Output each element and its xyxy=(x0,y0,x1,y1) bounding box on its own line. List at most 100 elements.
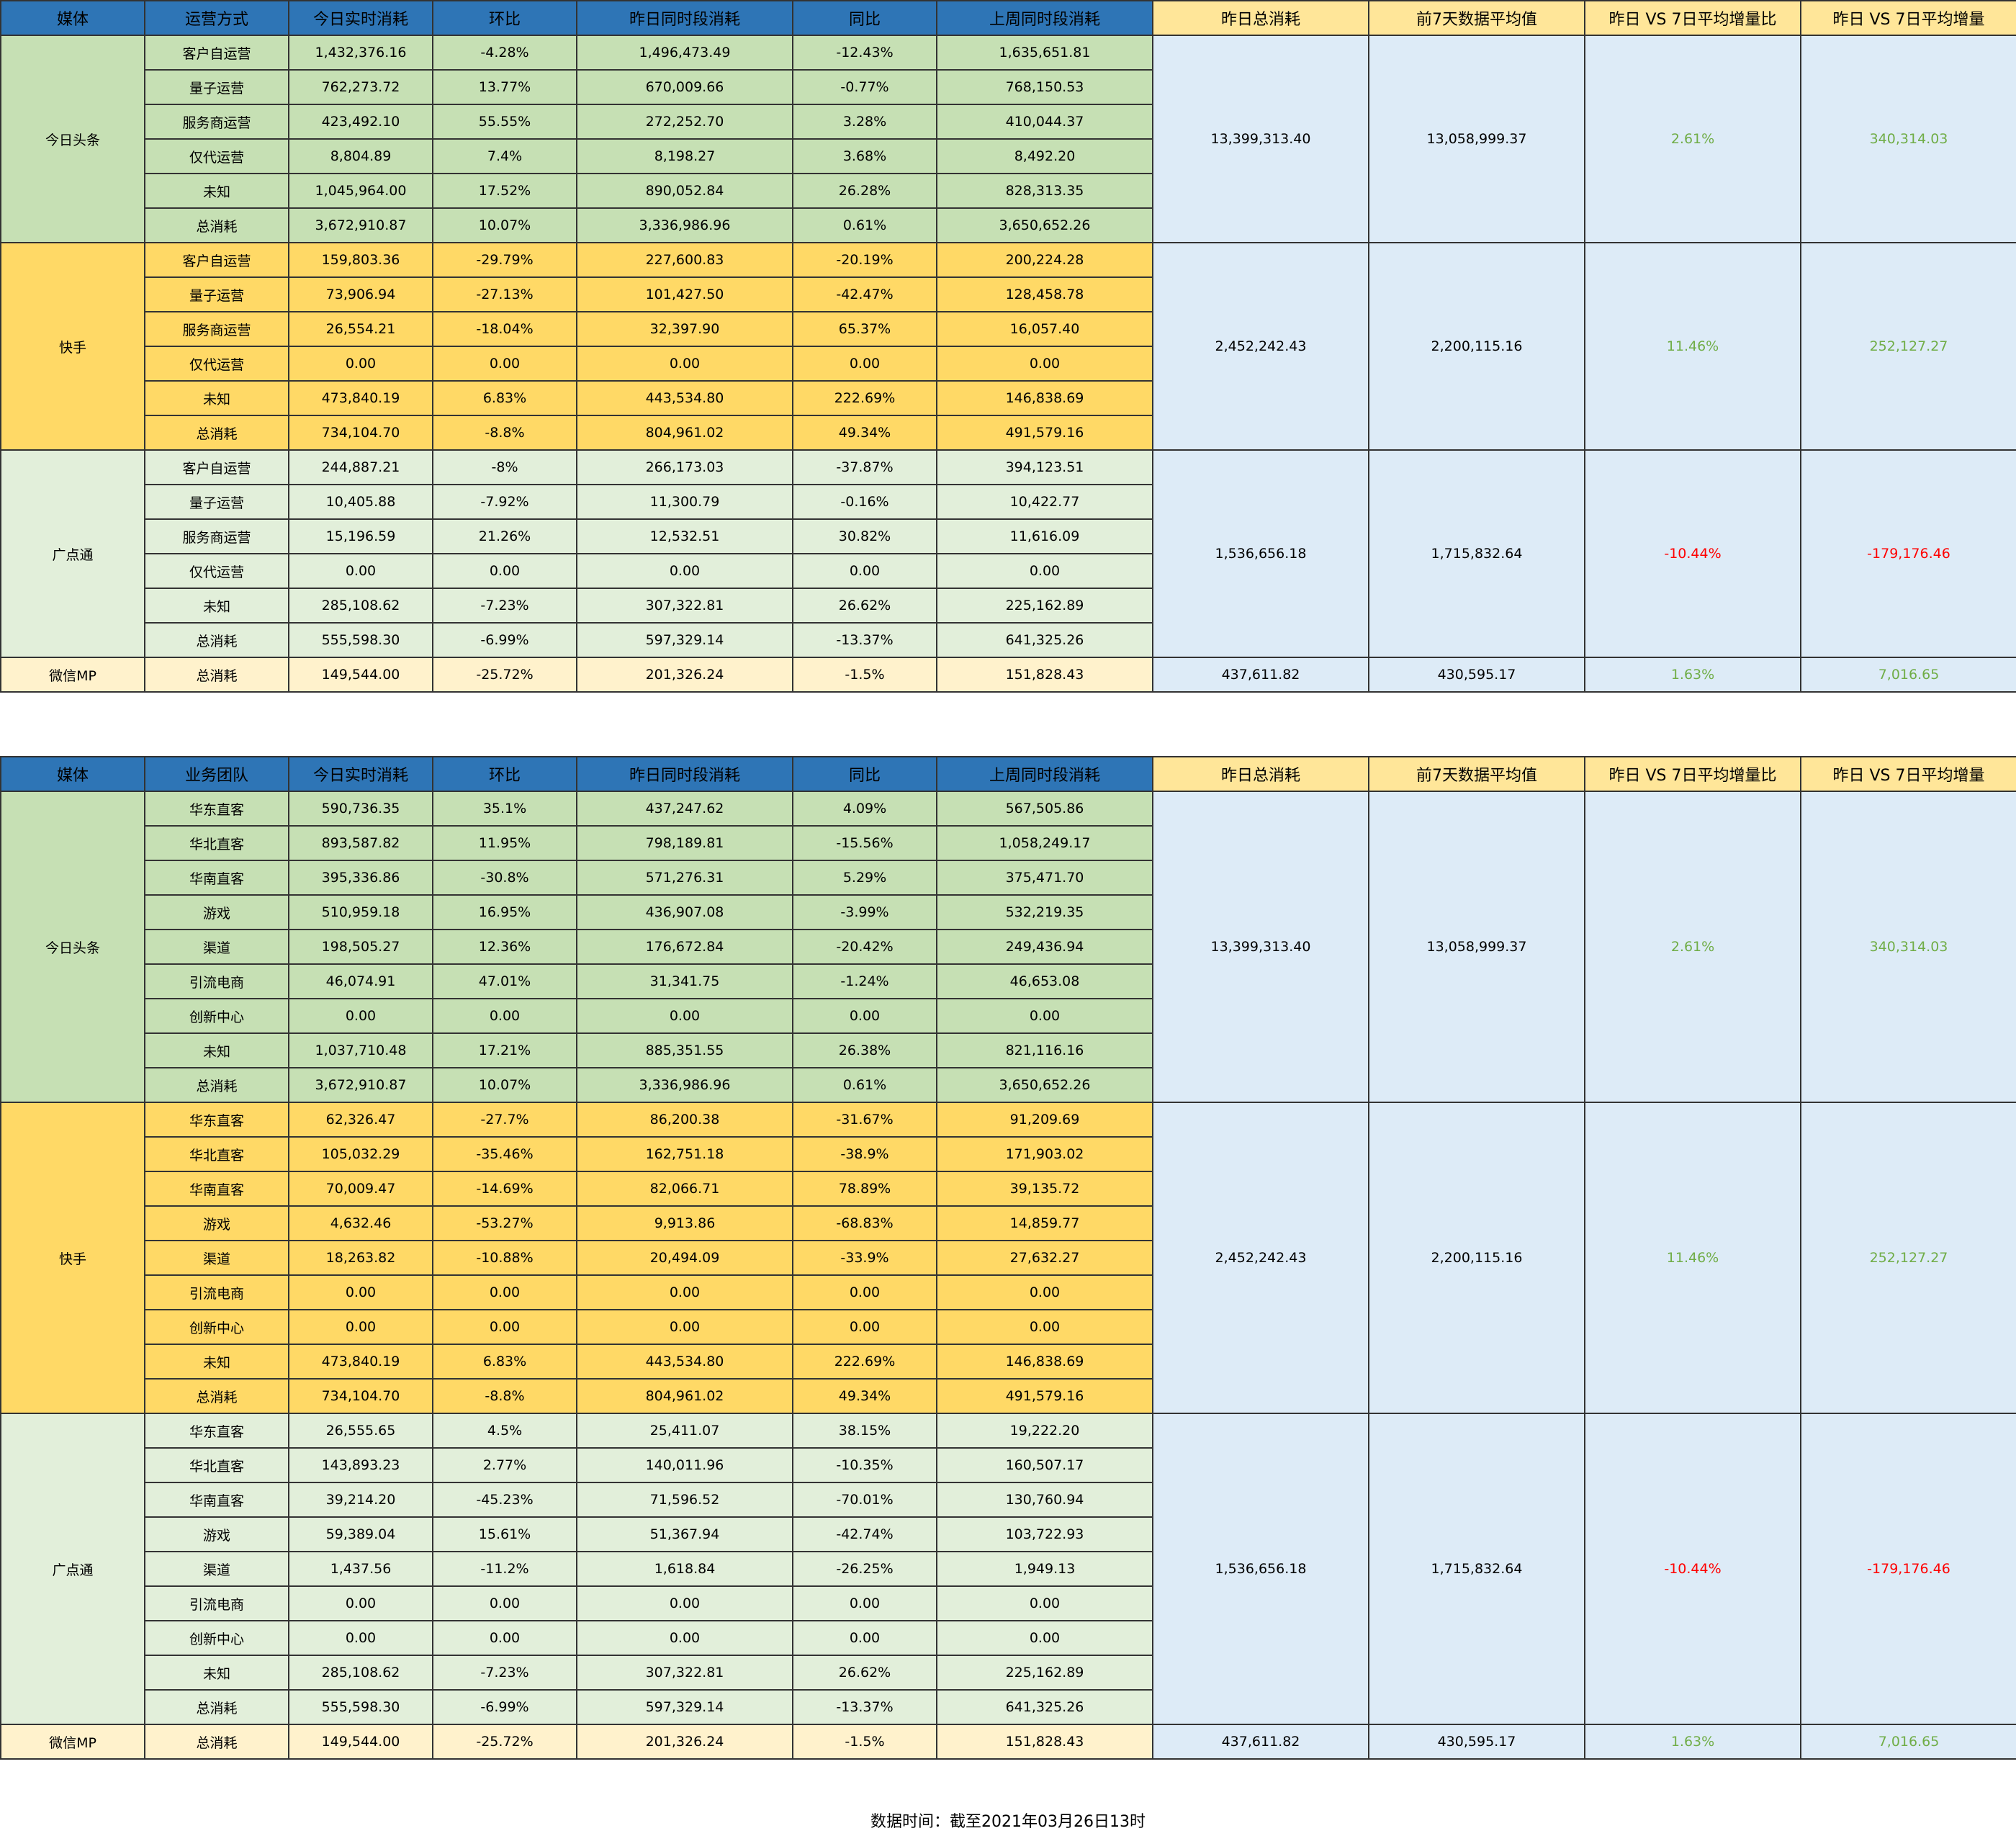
yesterday-same-period: 0.00 xyxy=(576,1274,793,1310)
mom-change: 7.4% xyxy=(432,138,577,174)
yesterday-same-period: 307,322.81 xyxy=(576,588,793,624)
last-week-same-period: 151,828.43 xyxy=(936,657,1153,693)
table-row: 服务商运营 15,196.59 21.26% 12,532.51 30.82% 11,61… xyxy=(1,518,2016,554)
table-row: 仅代运营 0.00 0.00 0.00 0.00 0.00 xyxy=(1,346,2016,382)
today-spend: 15,196.59 xyxy=(288,518,433,554)
sub-label: 量子运营 xyxy=(144,69,289,105)
mom-change: 0.00 xyxy=(432,1309,577,1345)
table-row: 总消耗 555,598.30 -6.99% 597,329.14 -13.37% 641,… xyxy=(1,1689,2016,1725)
table-row: 广点通 华东直客 26,555.65 4.5% 25,411.07 38.15% 19,22… xyxy=(0,1413,2016,1725)
mom-change: -8.8% xyxy=(432,415,577,451)
yoy-change: -10.35% xyxy=(792,1447,937,1483)
sub-label: 未知 xyxy=(144,380,289,416)
mom-header: 环比 xyxy=(432,756,577,792)
sub-label: 引流电商 xyxy=(144,963,289,999)
yoy-change: -31.67% xyxy=(792,1102,937,1138)
today-spend: 3,672,910.87 xyxy=(288,1067,433,1103)
yesterday-same-period: 8,198.27 xyxy=(576,138,793,174)
sub-label: 客户自运营 xyxy=(144,242,289,278)
mom-header: 环比 xyxy=(432,0,577,36)
table-row: 服务商运营 423,492.10 55.55% 272,252.70 3.28% 410,… xyxy=(1,104,2016,140)
today-spend: 3,672,910.87 xyxy=(288,207,433,243)
vs-average-delta: 7,016.65 xyxy=(1800,1724,2016,1760)
mom-change: 4.5% xyxy=(432,1413,577,1449)
seven-day-average: 1,715,832.64 xyxy=(1368,1413,1585,1725)
sub-label: 游戏 xyxy=(144,894,289,930)
today-spend: 8,804.89 xyxy=(288,138,433,174)
mom-change: 0.00 xyxy=(432,998,577,1034)
yesterday-same-period: 201,326.24 xyxy=(576,1724,793,1760)
yoy-change: 0.00 xyxy=(792,1274,937,1310)
yesterday-same-period: 804,961.02 xyxy=(576,1378,793,1414)
yoy-change: -3.99% xyxy=(792,894,937,930)
mom-change: 12.36% xyxy=(432,929,577,965)
last-week-same-period: 160,507.17 xyxy=(936,1447,1153,1483)
table-row: 今日头条 客户自运营 1,432,376.16 -4.28% 1,496,473.49-… xyxy=(0,35,2016,243)
today-spend: 62,326.47 xyxy=(288,1102,433,1138)
yesterday-same-period: 101,427.50 xyxy=(576,276,793,312)
sub-label: 华北直客 xyxy=(144,825,289,861)
yesterday-same-period-header: 昨日同时段消耗 xyxy=(576,0,793,36)
table-header: 媒体 业务团队 今日实时消耗 环比 昨日同时段消耗 同比 上周同时段消耗 昨日总消耗 前7天数据… xyxy=(0,756,2016,792)
table-row: 华南直客 395,336.86 -30.8% 571,276.31 5.29% 375,4… xyxy=(1,860,2016,896)
vs-average-delta-header: 昨日 VS 7日平均增量 xyxy=(1800,756,2016,792)
yesterday-same-period: 51,367.94 xyxy=(576,1516,793,1552)
yesterday-same-period: 176,672.84 xyxy=(576,929,793,965)
last-week-same-period: 146,838.69 xyxy=(936,1344,1153,1380)
sub-label: 华东直客 xyxy=(144,1413,289,1449)
vs-average-ratio: 1.63% xyxy=(1584,657,1801,693)
yesterday-same-period: 597,329.14 xyxy=(576,1689,793,1725)
last-week-same-period: 0.00 xyxy=(936,1309,1153,1345)
yesterday-same-period: 3,336,986.96 xyxy=(576,1067,793,1103)
yesterday-same-period: 437,247.62 xyxy=(576,791,793,827)
vs-average-ratio: 11.46% xyxy=(1584,242,1801,451)
media-cell: 广点通 xyxy=(0,1413,145,1725)
last-week-same-period: 27,632.27 xyxy=(936,1240,1153,1276)
mom-change: 55.55% xyxy=(432,104,577,140)
yoy-change: 49.34% xyxy=(792,415,937,451)
sub-label: 华北直客 xyxy=(144,1447,289,1483)
today-spend: 18,263.82 xyxy=(288,1240,433,1276)
data-timestamp: 数据时间：截至2021年03月26日13时 xyxy=(870,1813,1146,1831)
table-row: 游戏 510,959.18 16.95% 436,907.08 -3.99% 532,21… xyxy=(1,894,2016,930)
yoy-change: 0.00 xyxy=(792,346,937,382)
last-week-same-period: 821,116.16 xyxy=(936,1032,1153,1068)
sub-label: 未知 xyxy=(144,1655,289,1691)
mom-change: -30.8% xyxy=(432,860,577,896)
yoy-change: 0.00 xyxy=(792,998,937,1034)
today-spend: 159,803.36 xyxy=(288,242,433,278)
media-cell: 微信MP xyxy=(0,657,145,693)
yesterday-same-period: 31,341.75 xyxy=(576,963,793,999)
yesterday-same-period: 20,494.09 xyxy=(576,1240,793,1276)
yesterday-same-period: 0.00 xyxy=(576,1309,793,1345)
last-week-same-period: 46,653.08 xyxy=(936,963,1153,999)
mom-change: -7.92% xyxy=(432,484,577,520)
table-row: 华北直客 893,587.82 11.95% 798,189.81 -15.56% 1,0… xyxy=(1,825,2016,861)
sub-label: 华南直客 xyxy=(144,1482,289,1518)
yoy-change: -70.01% xyxy=(792,1482,937,1518)
last-week-same-period: 16,057.40 xyxy=(936,311,1153,347)
mom-change: -14.69% xyxy=(432,1171,577,1207)
mom-change: -7.23% xyxy=(432,588,577,624)
sub-label: 渠道 xyxy=(144,1240,289,1276)
today-spend: 762,273.72 xyxy=(288,69,433,105)
last-week-same-period: 225,162.89 xyxy=(936,588,1153,624)
yesterday-same-period: 272,252.70 xyxy=(576,104,793,140)
yoy-change: 0.00 xyxy=(792,1620,937,1656)
today-spend: 244,887.21 xyxy=(288,449,433,485)
yoy-change: -33.9% xyxy=(792,1240,937,1276)
mode-header: 业务团队 xyxy=(144,756,289,792)
table-row: 总消耗 3,672,910.87 10.07% 3,336,986.96 0.61% 3,… xyxy=(1,1067,2016,1103)
today-spend: 590,736.35 xyxy=(288,791,433,827)
yesterday-same-period: 307,322.81 xyxy=(576,1655,793,1691)
today-spend: 285,108.62 xyxy=(288,588,433,624)
last-week-same-period: 0.00 xyxy=(936,998,1153,1034)
sub-label: 总消耗 xyxy=(144,1378,289,1414)
sub-label: 总消耗 xyxy=(144,415,289,451)
yesterday-same-period: 25,411.07 xyxy=(576,1413,793,1449)
seven-day-average: 13,058,999.37 xyxy=(1368,35,1585,243)
sub-label: 服务商运营 xyxy=(144,311,289,347)
yoy-change: 78.89% xyxy=(792,1171,937,1207)
mom-change: -10.88% xyxy=(432,1240,577,1276)
yoy-change: -42.47% xyxy=(792,276,937,312)
